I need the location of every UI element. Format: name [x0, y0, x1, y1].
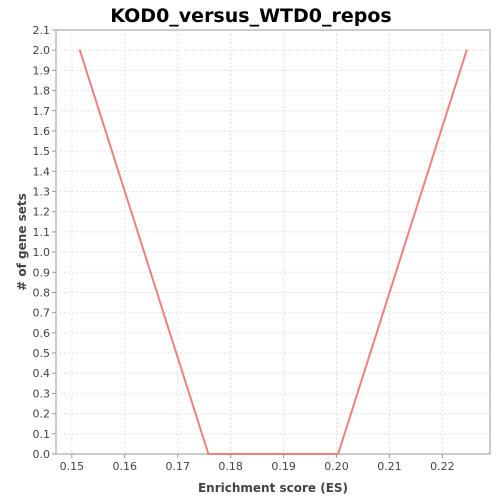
- y-tick-label: 1.9: [33, 64, 51, 77]
- y-tick-label: 1.7: [33, 105, 51, 118]
- y-tick-label: 1.6: [33, 125, 51, 138]
- y-tick-label: 0.0: [33, 448, 51, 461]
- data-point: [207, 453, 210, 455]
- data-point: [337, 453, 340, 455]
- x-tick-label: 0.22: [430, 460, 455, 473]
- series-line: [78, 49, 468, 455]
- series-layer: [78, 49, 468, 455]
- y-tick-label: 0.8: [33, 286, 51, 299]
- y-tick-label: 1.4: [33, 165, 51, 178]
- x-axis-title: Enrichment score (ES): [198, 481, 348, 495]
- x-tick-label: 0.20: [324, 460, 349, 473]
- data-point: [78, 49, 81, 52]
- y-tick-label: 1.3: [33, 186, 51, 199]
- y-tick-label: 1.2: [33, 206, 51, 219]
- y-tick-label: 0.7: [33, 307, 51, 320]
- y-tick-label: 0.6: [33, 327, 51, 340]
- y-tick-label: 2.1: [33, 24, 51, 37]
- gridlines: [56, 30, 490, 454]
- y-tick-label: 1.8: [33, 85, 51, 98]
- chart-title: KOD0_versus_WTD0_repos: [110, 5, 391, 27]
- x-tick-label: 0.18: [218, 460, 243, 473]
- y-tick-label: 1.0: [33, 246, 51, 259]
- x-tick-label: 0.21: [377, 460, 402, 473]
- y-tick-label: 0.1: [33, 428, 51, 441]
- y-tick-label: 0.9: [33, 266, 51, 279]
- y-tick-label: 0.2: [33, 408, 51, 421]
- x-tick-label: 0.17: [165, 460, 190, 473]
- plot-area: [55, 29, 491, 455]
- y-tick-label: 1.5: [33, 145, 51, 158]
- data-point: [465, 49, 468, 52]
- y-tick-label: 1.1: [33, 226, 51, 239]
- y-tick-label: 2.0: [33, 44, 51, 57]
- x-axis: 0.15 0.16 0.17 0.18 0.19 0.20 0.21 0.22: [60, 454, 455, 473]
- x-tick-label: 0.16: [113, 460, 138, 473]
- y-axis: 0.0 0.1 0.2 0.3 0.4 0.5 0.6 0.7 0.8 0.9 1.0 1.1 1.2 1…: [33, 24, 56, 461]
- y-tick-label: 0.4: [33, 367, 51, 380]
- x-tick-label: 0.15: [60, 460, 85, 473]
- y-axis-title: # of gene sets: [15, 193, 29, 291]
- y-tick-label: 0.5: [33, 347, 51, 360]
- y-tick-label: 0.3: [33, 387, 51, 400]
- x-tick-label: 0.19: [271, 460, 296, 473]
